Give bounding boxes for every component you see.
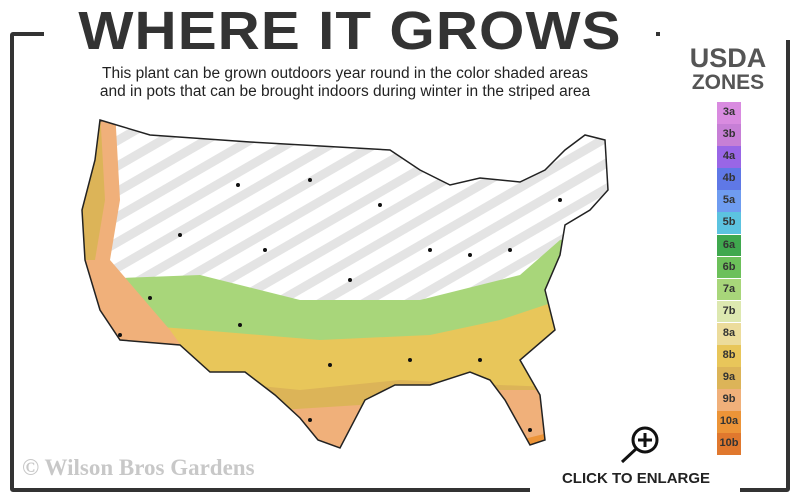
legend-zone-6b: 6b <box>717 256 741 279</box>
legend-zone-3a: 3a <box>717 102 741 124</box>
legend-zone-9b: 9b <box>717 389 741 411</box>
legend-zone-7a: 7a <box>717 278 741 301</box>
legend-zone-8a: 8a <box>717 322 741 345</box>
legend-title-usda: USDA <box>689 43 767 73</box>
legend-title-zones: ZONES <box>691 71 765 94</box>
legend-zone-5a: 5a <box>717 190 741 212</box>
copyright-watermark: © Wilson Bros Gardens <box>22 455 255 480</box>
legend-zone-5b: 5b <box>717 212 741 235</box>
legend-zone-4b: 4b <box>717 168 741 190</box>
magnifier-plus-icon[interactable] <box>618 424 662 464</box>
subtitle-line-1: This plant can be grown outdoors year ro… <box>102 65 588 82</box>
usda-zone-legend: 3a 3b 4a 4b 5a 5b 6a 6b 7a 7b 8a 8b 9a 9b 10a 10b <box>717 102 741 456</box>
subtitle: This plant can be grown outdoors year ro… <box>40 65 650 101</box>
legend-zone-4a: 4a <box>717 146 741 168</box>
city-markers <box>118 178 562 432</box>
legend-zone-10a: 10a <box>717 411 741 433</box>
legend-zone-3b: 3b <box>717 124 741 146</box>
legend-zone-7b: 7b <box>717 300 741 323</box>
zone-9-region <box>200 380 608 448</box>
page-title: WHERE IT GROWS <box>78 1 622 61</box>
legend-zone-10b: 10b <box>717 433 741 455</box>
legend-zone-9a: 9a <box>717 367 741 389</box>
subtitle-line-2: and in pots that can be brought indoors … <box>99 83 591 100</box>
us-hardiness-map[interactable] <box>70 110 630 455</box>
legend-zone-6a: 6a <box>717 234 741 257</box>
click-to-enlarge-button[interactable]: CLICK TO ENLARGE <box>561 470 711 487</box>
legend-zone-8b: 8b <box>717 345 741 367</box>
legend-title: USDA ZONES <box>670 44 786 94</box>
